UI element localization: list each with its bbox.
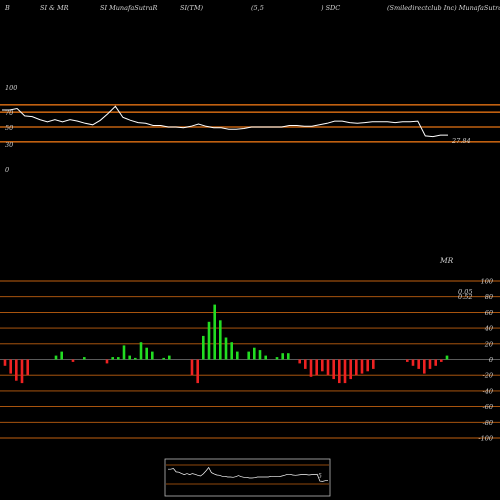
mrsi-bar: [145, 347, 148, 360]
mrsi-bar: [281, 353, 284, 360]
header-col5: (5,5: [251, 4, 264, 12]
mrsi-bar: [122, 345, 126, 360]
mrsi-bar: [247, 351, 250, 360]
mrsi-bar: [309, 359, 313, 377]
mrsi-bar: [219, 320, 222, 360]
mrsi-bar: [440, 359, 443, 362]
mrsi-bar: [264, 355, 267, 360]
mrsi-tick-label: -40: [483, 387, 493, 395]
mrsi-bar: [258, 350, 262, 360]
mrsi-bar: [372, 359, 375, 369]
mrsi-bar: [236, 351, 239, 360]
mrsi-bar: [321, 359, 324, 372]
mini-chart-label: 5: [318, 473, 322, 480]
mini-chart-line: [168, 466, 328, 482]
header-col2: SI & MR: [40, 4, 69, 12]
mrsi-bar: [230, 342, 233, 360]
mrsi-bar: [117, 357, 120, 360]
mrsi-bar: [326, 359, 330, 376]
rsi-tick-label: 30: [5, 141, 13, 149]
mrsi-bar: [253, 347, 256, 360]
rsi-tick-label: 100: [5, 84, 17, 92]
mrsi-bar: [202, 335, 205, 360]
rsi-panel: 100 70 50 30 0 27.84: [0, 84, 500, 174]
mrsi-grid-lines: [0, 280, 500, 439]
mrsi-bar: [423, 359, 426, 374]
mrsi-tick-label: 100: [481, 278, 493, 286]
mrsi-bar: [139, 342, 143, 360]
mrsi-tick-label: 20: [484, 340, 493, 348]
mrsi-bar: [3, 359, 7, 366]
mrsi-tick-label: -100: [478, 435, 493, 443]
mrsi-bar: [207, 321, 211, 360]
mrsi-panel: MR 100 80 60 40 20 0 -20 -40 -60 -80 -100 0.05 0.5…: [0, 256, 500, 443]
mrsi-bar: [54, 355, 58, 360]
mrsi-bar: [26, 359, 29, 376]
mrsi-bar: [343, 359, 347, 384]
mrsi-bar: [338, 359, 341, 384]
mrsi-bar: [332, 359, 335, 380]
mrsi-bar: [411, 359, 415, 366]
mrsi-last-value-label-1: 0.05: [458, 288, 472, 296]
mrsi-bar: [360, 359, 364, 374]
mrsi-bar: [349, 359, 352, 380]
mrsi-bar: [287, 353, 290, 360]
mrsi-bar: [128, 355, 131, 360]
mrsi-bar: [71, 359, 75, 362]
mrsi-bar: [428, 359, 432, 369]
header-col6: ) SDC: [320, 4, 340, 12]
mrsi-tick-label: 40: [484, 325, 493, 333]
rsi-last-value-label: 27.84: [451, 137, 471, 145]
rsi-tick-label: 70: [5, 109, 13, 117]
mrsi-bar: [315, 359, 318, 376]
mrsi-bar: [15, 359, 18, 381]
mini-overview-chart: 5: [164, 458, 331, 497]
mrsi-tick-labels: 100 80 60 40 20 0 -20 -40 -60 -80 -100: [478, 278, 493, 443]
rsi-tick-labels: 100 70 50 30 0: [5, 84, 17, 174]
mrsi-bar: [417, 359, 420, 369]
mrsi-bar: [213, 304, 216, 360]
mrsi-bar: [190, 359, 194, 376]
mrsi-bar: [111, 357, 114, 360]
header-col4: SI(TM): [180, 4, 204, 12]
mrsi-tick-label: 80: [485, 293, 493, 301]
mrsi-bar: [366, 359, 369, 372]
mrsi-bar: [60, 351, 63, 360]
mrsi-bar: [298, 359, 301, 364]
mrsi-tick-label: 0: [489, 356, 493, 364]
mrsi-bar: [105, 359, 109, 364]
mrsi-bar: [224, 337, 228, 360]
header-col1: B: [4, 4, 10, 12]
mrsi-title: MR: [439, 256, 454, 265]
mrsi-bar: [9, 359, 12, 374]
mrsi-bar: [434, 359, 437, 366]
mrsi-bar: [83, 357, 86, 360]
mrsi-bar: [355, 359, 358, 376]
rsi-series-line: [2, 105, 448, 138]
mrsi-bar: [20, 359, 24, 384]
mrsi-bar: [134, 357, 137, 360]
rsi-tick-label: 50: [5, 124, 13, 132]
header-col7: (Smiledirectclub Inc) MunafaSutra.com: [387, 4, 500, 12]
mrsi-tick-label: -60: [483, 403, 493, 411]
mrsi-last-value-label-2: 0.52: [458, 293, 472, 301]
mrsi-tick-label: 60: [485, 309, 493, 317]
mrsi-bar: [196, 359, 199, 384]
mrsi-bar: [275, 357, 279, 360]
mrsi-bar: [151, 351, 154, 360]
header-col3: SI MunafaSutraR: [100, 4, 158, 12]
mrsi-bar: [162, 357, 165, 360]
mrsi-bars: [3, 304, 449, 384]
rsi-tick-label: 0: [5, 166, 9, 174]
chart-header: B SI & MR SI MunafaSutraR SI(TM) (5,5 ) …: [4, 4, 500, 12]
mrsi-tick-label: -80: [483, 419, 493, 427]
mrsi-bar: [406, 359, 409, 362]
mrsi-tick-label: -20: [483, 372, 493, 380]
mrsi-bar: [445, 355, 449, 360]
mrsi-bar: [168, 355, 171, 360]
mrsi-bar: [304, 359, 307, 369]
